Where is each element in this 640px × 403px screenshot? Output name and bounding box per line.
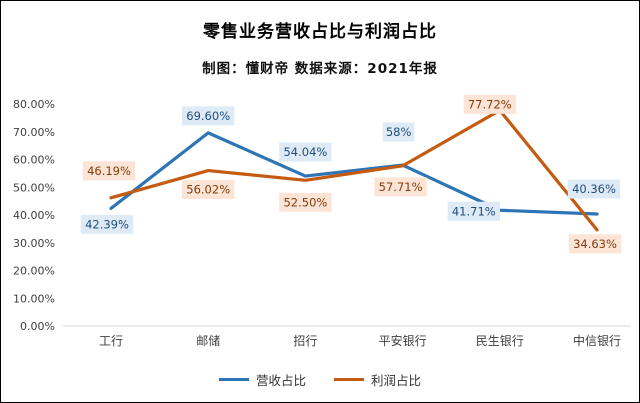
- data-label: 54.04%: [283, 145, 327, 159]
- y-tick-label: 0.00%: [20, 320, 55, 333]
- series-line-0: [109, 131, 599, 216]
- data-label-bg: [568, 234, 622, 254]
- data-label: 52.50%: [283, 195, 327, 209]
- data-label-bg: [463, 94, 516, 114]
- y-tick-label: 60.00%: [13, 154, 55, 167]
- data-label: 42.39%: [85, 217, 129, 231]
- x-category-label: 民生银行: [476, 334, 524, 348]
- data-label: 34.63%: [573, 237, 617, 251]
- legend-line-swatch: [334, 378, 364, 381]
- x-category-label: 邮储: [196, 333, 220, 348]
- data-label: 57.71%: [379, 180, 423, 194]
- y-tick-label: 20.00%: [13, 265, 55, 278]
- y-tick-label: 80.00%: [13, 98, 55, 111]
- data-label-bg: [279, 142, 332, 162]
- x-category-label: 平安银行: [379, 333, 427, 348]
- chart-subtitle: 制图：懂财帝 数据来源：2021年报: [202, 61, 438, 77]
- data-label-bg: [447, 201, 500, 221]
- legend-item-0: 营收占比: [218, 370, 306, 389]
- y-tick-label: 10.00%: [13, 292, 55, 305]
- data-label: 77.72%: [468, 97, 512, 111]
- y-tick-label: 30.00%: [13, 237, 55, 250]
- data-label-bg: [80, 214, 134, 234]
- data-label-bg: [182, 180, 235, 200]
- data-label: 58%: [386, 125, 412, 139]
- data-label: 41.71%: [452, 204, 496, 218]
- data-label-bg: [182, 106, 235, 126]
- y-tick-label: 70.00%: [13, 126, 55, 139]
- line-chart: 0.00% 10.00% 20.00% 30.00% 40.00% 50.00% 60.00…: [13, 94, 631, 348]
- chart-title: 零售业务营收占比与利润占比: [203, 22, 437, 42]
- legend-item-1: 利润占比: [334, 370, 421, 389]
- data-label: 56.02%: [186, 183, 230, 197]
- data-label-bg: [567, 179, 621, 199]
- legend-label: 营收占比: [255, 373, 306, 388]
- data-label: 40.36%: [572, 182, 616, 196]
- data-label-bg: [279, 192, 332, 212]
- data-label-bg: [382, 122, 415, 142]
- legend-line-swatch: [218, 378, 249, 381]
- data-label: 69.60%: [186, 109, 230, 123]
- x-category-label: 招行: [293, 334, 317, 348]
- data-label-bg: [82, 161, 136, 181]
- x-category-label: 中信银行: [573, 333, 621, 348]
- legend-label: 利润占比: [371, 373, 422, 388]
- data-label: 46.19%: [87, 164, 131, 178]
- x-category-label: 工行: [99, 334, 123, 348]
- y-tick-label: 50.00%: [13, 181, 55, 194]
- chart-legend: 营收占比 利润占比: [1, 370, 639, 389]
- series-line-1: [109, 108, 599, 232]
- data-label-bg: [374, 177, 427, 197]
- y-tick-label: 40.00%: [13, 209, 55, 222]
